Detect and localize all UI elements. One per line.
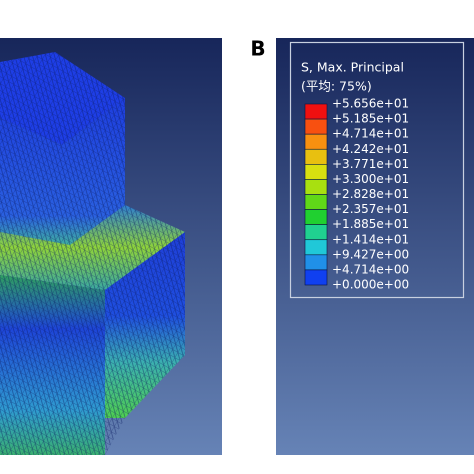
legend-label: +5.185e+01 [332,112,409,126]
color-swatch [304,118,328,135]
color-swatch [304,224,328,241]
color-swatch [304,103,328,120]
color-swatch [304,269,328,286]
legend-title: S, Max. Principal [301,60,404,75]
legend-label: +4.714e+00 [332,262,409,276]
color-swatch [304,239,328,256]
color-swatch [304,148,328,165]
legend-label: +0.000e+00 [332,278,409,292]
color-swatch [304,179,328,195]
legend-subtitle: (平均: 75%) [301,79,372,94]
legend-label: +5.656e+01 [332,97,409,111]
legend-label: +9.427e+00 [332,247,409,261]
color-swatch [304,194,328,210]
mesh-overlay [0,52,185,455]
legend-label: +1.414e+01 [332,232,409,246]
legend-labels: +5.656e+01+5.185e+01+4.714e+01+4.242e+01… [332,97,409,292]
color-bar [304,103,328,286]
legend-box [289,41,465,299]
color-swatch [304,209,328,225]
legend-label: +3.300e+01 [332,172,409,186]
legend-label: +4.242e+01 [332,142,409,156]
color-swatch [304,254,328,271]
color-swatch [304,133,328,150]
legend-label: +2.357e+01 [332,202,409,216]
legend-label: +1.885e+01 [332,217,409,231]
legend-label: +4.714e+01 [332,127,409,141]
legend-label: +2.828e+01 [332,187,409,201]
legend-label: +3.771e+01 [332,157,409,171]
color-swatch [304,164,328,180]
panel-label: B [250,37,265,61]
fem-model [0,52,185,455]
